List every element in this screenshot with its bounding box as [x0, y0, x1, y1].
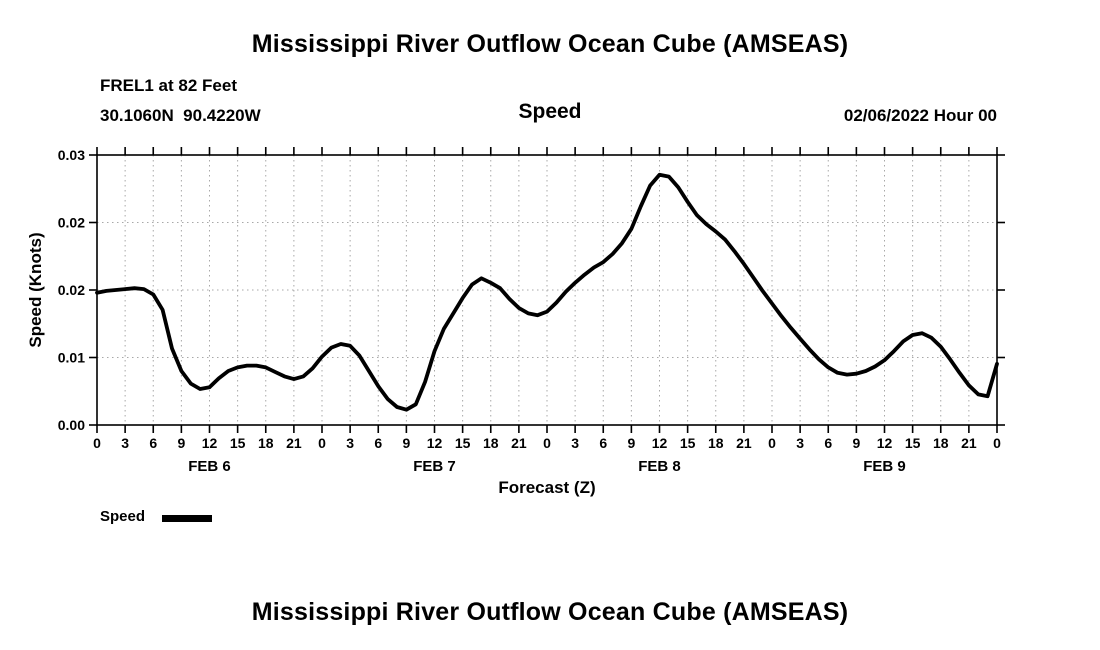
x-tick-label: 15: [455, 435, 471, 451]
x-tick-label: 6: [149, 435, 157, 451]
x-tick-label: 18: [708, 435, 724, 451]
x-tick-label: 15: [905, 435, 921, 451]
x-tick-label: 6: [374, 435, 382, 451]
chart-title-bottom: Mississippi River Outflow Ocean Cube (AM…: [251, 598, 849, 626]
x-tick-label: 21: [511, 435, 527, 451]
x-tick-label: 12: [427, 435, 443, 451]
x-tick-label: 0: [993, 435, 1001, 451]
x-tick-label: 0: [93, 435, 101, 451]
x-tick-label: 9: [177, 435, 185, 451]
y-tick-label: 0.01: [58, 350, 85, 366]
x-tick-label: 18: [483, 435, 499, 451]
x-tick-label: 21: [286, 435, 302, 451]
x-tick-label: 12: [877, 435, 893, 451]
variable-title: Speed: [518, 100, 582, 123]
chart-title-top: Mississippi River Outflow Ocean Cube (AM…: [251, 30, 849, 58]
run-datetime-label: 02/06/2022 Hour 00: [843, 106, 997, 125]
station-label: FREL1 at 82 Feet: [100, 76, 237, 95]
day-label: FEB 7: [413, 458, 456, 475]
x-tick-label: 18: [933, 435, 949, 451]
x-axis-label: Forecast (Z): [498, 478, 596, 497]
x-tick-label: 21: [961, 435, 977, 451]
y-tick-label: 0.02: [58, 215, 85, 231]
x-tick-label: 0: [318, 435, 326, 451]
day-label: FEB 9: [863, 458, 906, 475]
x-tick-label: 12: [652, 435, 668, 451]
legend-line-swatch: [162, 515, 212, 522]
x-tick-label: 9: [852, 435, 860, 451]
x-tick-label: 12: [202, 435, 218, 451]
legend-label: Speed: [100, 508, 146, 525]
x-tick-label: 0: [543, 435, 551, 451]
day-label: FEB 6: [188, 458, 231, 475]
x-tick-label: 6: [824, 435, 832, 451]
x-tick-label: 3: [796, 435, 804, 451]
x-tick-label: 3: [571, 435, 579, 451]
x-tick-label: 0: [768, 435, 776, 451]
x-tick-label: 3: [346, 435, 354, 451]
coordinates-label: 30.1060N 90.4220W: [100, 106, 261, 125]
x-tick-label: 15: [680, 435, 696, 451]
y-tick-label: 0.00: [58, 417, 85, 433]
x-tick-label: 15: [230, 435, 246, 451]
x-tick-label: 18: [258, 435, 274, 451]
x-tick-label: 9: [402, 435, 410, 451]
y-tick-label: 0.02: [58, 282, 85, 298]
day-label: FEB 8: [638, 458, 681, 475]
x-tick-label: 6: [599, 435, 607, 451]
x-tick-label: 21: [736, 435, 752, 451]
y-tick-label: 0.03: [58, 147, 85, 163]
x-tick-label: 3: [121, 435, 129, 451]
speed-line: [95, 172, 999, 412]
x-tick-label: 9: [627, 435, 635, 451]
